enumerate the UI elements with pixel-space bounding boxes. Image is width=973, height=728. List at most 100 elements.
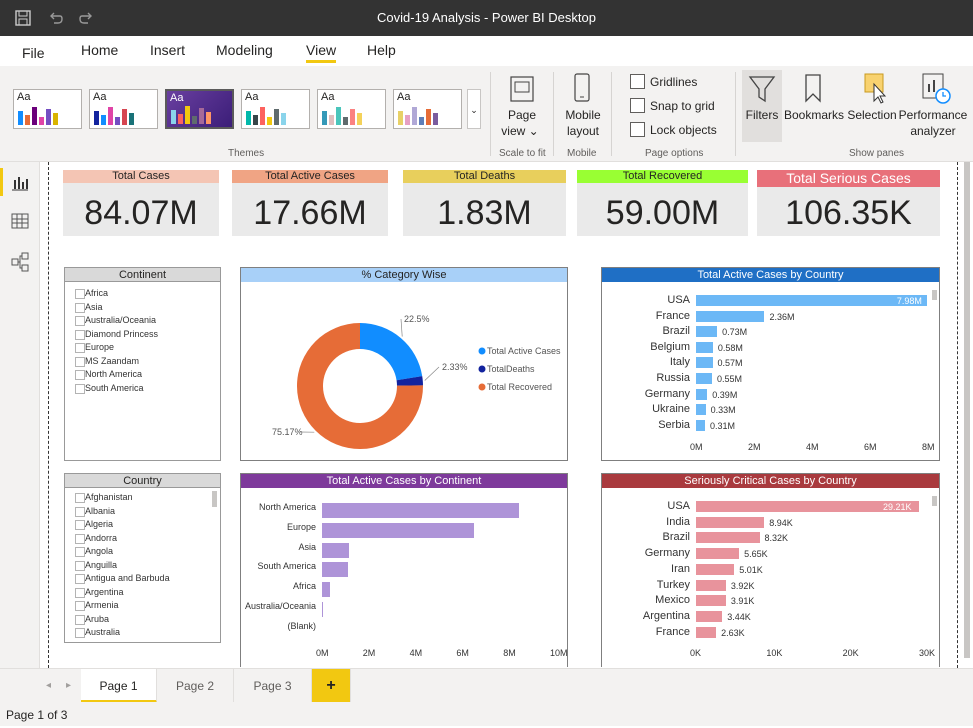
bar[interactable] — [696, 580, 726, 591]
bar[interactable] — [696, 295, 927, 306]
bar[interactable] — [696, 404, 706, 415]
donut-slice[interactable] — [360, 323, 422, 380]
bar[interactable] — [322, 503, 519, 518]
bar[interactable] — [322, 543, 349, 558]
menu-bar: File Home Insert Modeling View Help — [0, 36, 973, 66]
slicer-item[interactable]: Diamond Princess — [75, 328, 220, 342]
lock-objects-checkbox[interactable] — [630, 122, 645, 137]
slicer-item[interactable]: Albania — [75, 505, 220, 519]
filters-button[interactable]: Filters — [742, 70, 782, 142]
page-view-icon — [508, 74, 536, 104]
bar[interactable] — [696, 532, 760, 543]
report-view-icon[interactable] — [11, 174, 29, 192]
theme-swatch[interactable]: Aa — [13, 89, 82, 129]
slicer-item[interactable]: South America — [75, 382, 220, 396]
canvas-scrollbar[interactable] — [964, 162, 970, 658]
category-label: India — [602, 516, 690, 528]
slicer-item[interactable]: Antigua and Barbuda — [75, 572, 220, 586]
legend-label[interactable]: TotalDeaths — [487, 364, 535, 374]
kpi-value: 1.83M — [403, 194, 566, 233]
model-view-icon[interactable] — [11, 252, 29, 272]
critical-by-country-title: Seriously Critical Cases by Country — [602, 474, 939, 488]
bar[interactable] — [696, 595, 726, 606]
theme-swatch[interactable]: Aa — [89, 89, 158, 129]
bar[interactable] — [696, 326, 717, 337]
themes-expand-chevron-icon[interactable]: ⌄ — [467, 89, 481, 129]
theme-swatch[interactable]: Aa — [393, 89, 462, 129]
data-label: 29.21K — [883, 502, 912, 512]
theme-swatch[interactable]: Aa — [165, 89, 234, 129]
data-label: 5.65K — [744, 549, 768, 559]
window-title: Covid-19 Analysis - Power BI Desktop — [0, 10, 973, 25]
bar[interactable] — [696, 373, 712, 384]
donut-leader-line — [425, 367, 439, 381]
mobile-group-label: Mobile — [567, 148, 596, 159]
slicer-item[interactable]: Europe — [75, 341, 220, 355]
slicer-item[interactable]: Africa — [75, 287, 220, 301]
menu-modeling[interactable]: Modeling — [216, 42, 273, 58]
selection-label: Selection — [845, 108, 899, 122]
slicer-item[interactable]: Anguilla — [75, 559, 220, 573]
bar[interactable] — [322, 582, 330, 597]
slicer-item[interactable]: Aruba — [75, 613, 220, 627]
critical-by-country-scrollbar[interactable] — [932, 496, 937, 506]
bar[interactable] — [322, 562, 348, 577]
menu-view[interactable]: View — [306, 42, 336, 63]
x-tick-label: 2M — [363, 648, 376, 658]
slicer-item[interactable]: North America — [75, 368, 220, 382]
bar[interactable] — [696, 548, 739, 559]
slicer-item[interactable]: Asia — [75, 301, 220, 315]
slicer-item[interactable]: Argentina — [75, 586, 220, 600]
slicer-item[interactable]: Armenia — [75, 599, 220, 613]
category-label: Europe — [241, 522, 316, 532]
category-label: Serbia — [602, 419, 690, 431]
bar[interactable] — [696, 611, 722, 622]
slicer-item[interactable]: Afghanistan — [75, 491, 220, 505]
country-slicer-scrollbar[interactable] — [212, 491, 217, 507]
bar[interactable] — [322, 602, 323, 617]
scale-to-fit-label: Scale to fit — [499, 148, 546, 159]
bar[interactable] — [696, 517, 764, 528]
menu-file[interactable]: File — [22, 45, 45, 61]
slicer-item[interactable]: MS Zaandam — [75, 355, 220, 369]
theme-swatch[interactable]: Aa — [241, 89, 310, 129]
bar[interactable] — [696, 311, 764, 322]
slicer-item[interactable]: Australia — [75, 626, 220, 640]
data-view-icon[interactable] — [11, 212, 29, 230]
slicer-item[interactable]: Algeria — [75, 518, 220, 532]
menu-home[interactable]: Home — [81, 42, 118, 58]
tab-page-2[interactable]: Page 2 — [157, 669, 234, 703]
tab-page-3[interactable]: Page 3 — [234, 669, 312, 703]
theme-aa-label: Aa — [170, 92, 183, 104]
bar[interactable] — [696, 564, 734, 575]
slicer-item[interactable]: Angola — [75, 545, 220, 559]
menu-help[interactable]: Help — [367, 42, 396, 58]
mobile-layout-label-2: layout — [562, 124, 604, 138]
add-page-button[interactable]: + — [312, 669, 351, 703]
legend-label[interactable]: Total Active Cases — [487, 346, 561, 356]
tab-page-1[interactable]: Page 1 — [81, 669, 157, 703]
tab-scroll-right-icon[interactable]: ▸ — [66, 680, 71, 691]
bar[interactable] — [696, 342, 713, 353]
menu-insert[interactable]: Insert — [150, 42, 185, 58]
filters-label: Filters — [742, 108, 782, 122]
bar[interactable] — [696, 357, 713, 368]
view-switcher — [0, 162, 40, 668]
snap-to-grid-checkbox[interactable] — [630, 98, 645, 113]
bar[interactable] — [322, 523, 474, 538]
bar[interactable] — [696, 420, 705, 431]
slicer-item[interactable]: Andorra — [75, 532, 220, 546]
legend-label[interactable]: Total Recovered — [487, 382, 552, 392]
active-by-country-scrollbar[interactable] — [932, 290, 937, 300]
slicer-item[interactable]: Australia/Oceania — [75, 314, 220, 328]
bar[interactable] — [696, 627, 716, 638]
gridlines-checkbox[interactable] — [630, 74, 645, 89]
tab-scroll-left-icon[interactable]: ◂ — [46, 680, 51, 691]
bar[interactable] — [696, 389, 707, 400]
theme-swatch[interactable]: Aa — [317, 89, 386, 129]
category-label: Belgium — [602, 341, 690, 353]
